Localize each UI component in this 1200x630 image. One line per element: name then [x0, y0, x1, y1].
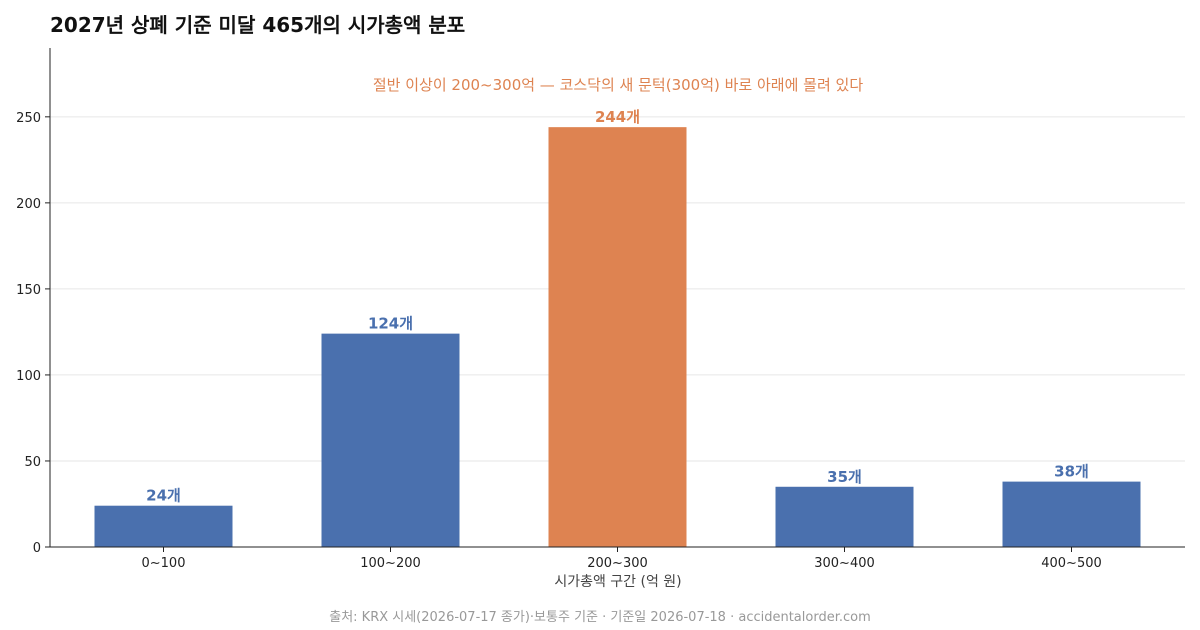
chart-title: 2027년 상폐 기준 미달 465개의 시가총액 분포	[50, 13, 466, 37]
bar	[1002, 481, 1141, 547]
bars	[94, 127, 1141, 547]
x-axis-label: 시가총액 구간 (억 원)	[554, 574, 681, 590]
y-tick-label: 200	[16, 197, 41, 212]
y-tick-label: 100	[16, 369, 41, 384]
source-footnote: 출처: KRX 시세(2026-07-17 종가)·보통주 기준 · 기준일 2…	[329, 610, 871, 625]
y-tick-label: 50	[24, 455, 41, 470]
bar-value-label: 24개	[146, 487, 181, 505]
y-tick-label: 0	[33, 541, 41, 556]
x-tick-label: 300~400	[814, 556, 875, 571]
chart-annotation: 절반 이상이 200~300억 — 코스닥의 새 문턱(300억) 바로 아래에…	[373, 76, 863, 94]
bar	[548, 127, 687, 547]
y-tick-label: 150	[16, 283, 41, 298]
data-labels: 24개 124개 244개 35개 38개	[146, 108, 1089, 505]
x-tick-label: 0~100	[142, 556, 186, 571]
axes: 0 50 100 150 200 250 0~100 100~200 200~300 300~40…	[16, 48, 1185, 571]
bar-value-label: 124개	[368, 315, 413, 333]
x-tick-label: 200~300	[587, 556, 648, 571]
x-tick-label: 100~200	[360, 556, 421, 571]
bar	[94, 505, 233, 547]
bar	[321, 333, 460, 547]
y-tick-label: 250	[16, 111, 41, 126]
bar	[775, 486, 914, 547]
bar-value-label: 244개	[595, 108, 640, 126]
bar-value-label: 35개	[827, 468, 862, 486]
x-tick-label: 400~500	[1041, 556, 1102, 571]
bar-value-label: 38개	[1054, 463, 1089, 481]
